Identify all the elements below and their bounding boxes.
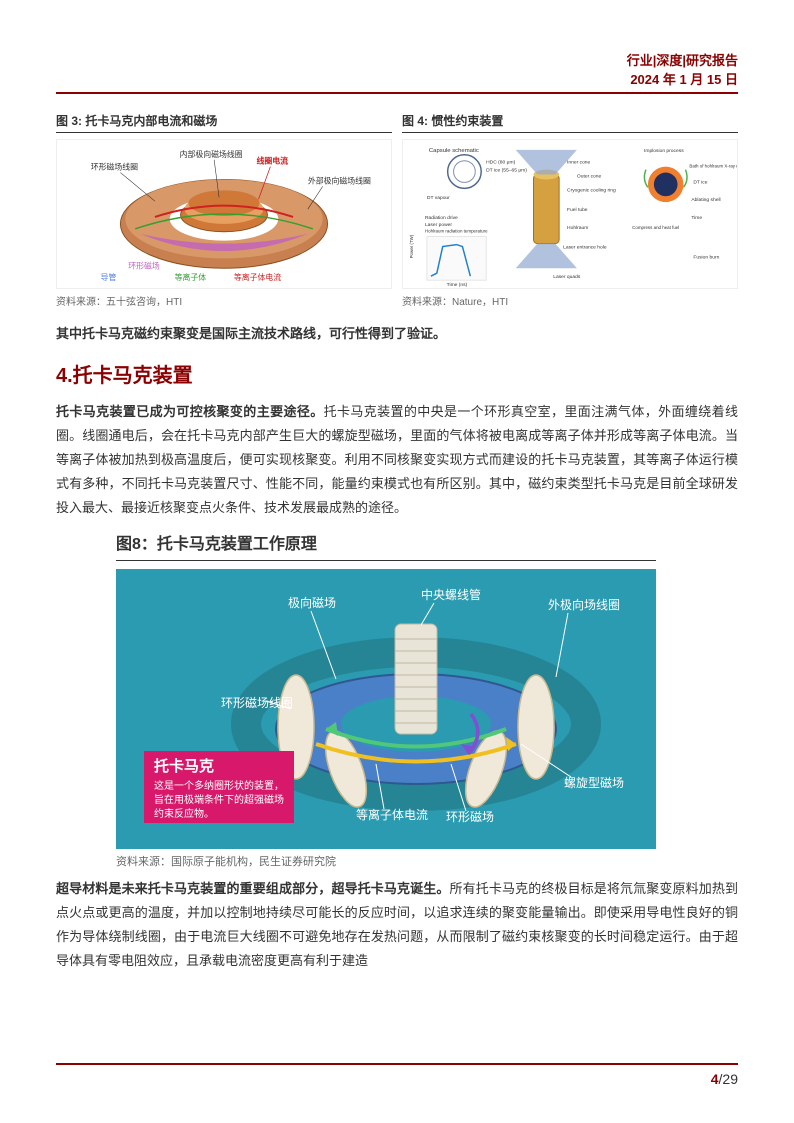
svg-text:螺旋型磁场: 螺旋型磁场 (564, 775, 624, 790)
bold-statement: 其中托卡马克磁约束聚变是国际主流技术路线，可行性得到了验证。 (56, 324, 738, 345)
svg-text:线圈电流: 线圈电流 (257, 156, 289, 166)
svg-text:外极向场线圈: 外极向场线圈 (548, 597, 620, 612)
svg-text:等离子体: 等离子体 (175, 272, 207, 282)
figure-4-image: Capsule schematic HDC (80 μm) DT ice (55… (402, 139, 738, 289)
figure-4-source: 资料来源：Nature，HTI (402, 293, 738, 308)
figure-8-image: 极向磁场 中央螺线管 外极向场线圈 环形磁场线圈 等离子体电流 环形磁场 螺旋型… (116, 569, 656, 849)
figure-row-top: 图 3: 托卡马克内部电流和磁场 环形磁场线圈 内部极向 (56, 112, 738, 308)
svg-text:等离子体电流: 等离子体电流 (234, 272, 281, 282)
svg-text:Laser entrance hole: Laser entrance hole (563, 245, 607, 251)
svg-text:Inner cone: Inner cone (567, 160, 591, 166)
header-divider (56, 92, 738, 94)
svg-text:Laser power: Laser power (425, 222, 452, 228)
para1-rest: 托卡马克装置的中央是一个环形真空室，里面注满气体，外面缠绕着线圈。线圈通电后，会… (56, 404, 738, 515)
figure-3-image: 环形磁场线圈 内部极向磁场线圈 线圈电流 外部极向磁场线圈 导管 等离子体 环形… (56, 139, 392, 289)
svg-text:DT ice: DT ice (693, 179, 707, 185)
svg-text:Fusion burn: Fusion burn (693, 254, 719, 260)
svg-text:Laser quads: Laser quads (553, 274, 581, 280)
svg-text:Outer cone: Outer cone (577, 173, 602, 179)
svg-text:Radiation drive: Radiation drive (425, 215, 458, 221)
svg-text:DT ice (55–65 μm): DT ice (55–65 μm) (486, 168, 527, 174)
svg-text:环形磁场线圈: 环形磁场线圈 (221, 695, 293, 710)
paragraph-2: 超导材料是未来托卡马克装置的重要组成部分，超导托卡马克诞生。所有托卡马克的终极目… (56, 877, 738, 973)
para1-lead: 托卡马克装置已成为可控核聚变的主要途径。 (56, 404, 324, 419)
svg-text:Hohlraum radiation temperature: Hohlraum radiation temperature (425, 229, 488, 234)
figure-8: 图8：托卡马克装置工作原理 (116, 530, 656, 869)
svg-text:内部极向磁场线圈: 内部极向磁场线圈 (180, 149, 243, 159)
svg-text:Capsule schematic: Capsule schematic (429, 148, 479, 154)
svg-text:Time: Time (691, 215, 702, 221)
svg-text:HDC (80 μm): HDC (80 μm) (486, 160, 515, 166)
svg-text:Bath of hohlraum X-ray radiati: Bath of hohlraum X-ray radiation (689, 164, 737, 169)
header-category: 行业|深度|研究报告 (56, 50, 738, 69)
svg-text:DT vapour: DT vapour (427, 195, 450, 201)
page-current: 4 (711, 1071, 719, 1087)
svg-text:Implosion process: Implosion process (644, 148, 684, 154)
svg-text:环形磁场线圈: 环形磁场线圈 (91, 162, 138, 172)
paragraph-1: 托卡马克装置已成为可控核聚变的主要途径。托卡马克装置的中央是一个环形真空室，里面… (56, 400, 738, 520)
svg-text:旨在用极端条件下的超强磁场: 旨在用极端条件下的超强磁场 (154, 793, 284, 806)
svg-text:导管: 导管 (101, 272, 117, 282)
footer-divider (56, 1063, 738, 1065)
svg-text:Compress and heat fuel: Compress and heat fuel (632, 225, 679, 230)
page-footer: 4/29 (56, 1063, 738, 1087)
svg-text:Fuel tube: Fuel tube (567, 207, 588, 213)
svg-text:约束反应物。: 约束反应物。 (154, 807, 214, 820)
figure-3-source: 资料来源：五十弦咨询，HTI (56, 293, 392, 308)
svg-text:极向磁场: 极向磁场 (288, 595, 336, 610)
svg-text:这是一个多纳圈形状的装置，: 这是一个多纳圈形状的装置， (154, 779, 284, 792)
svg-text:托卡马克: 托卡马克 (154, 757, 214, 775)
figure-4: 图 4: 惯性约束装置 Capsul (402, 112, 738, 308)
figure-4-title: 图 4: 惯性约束装置 (402, 112, 738, 133)
figure-8-source: 资料来源：国际原子能机构，民生证券研究院 (116, 853, 656, 869)
header-date: 2024 年 1 月 15 日 (56, 69, 738, 88)
para2-lead: 超导材料是未来托卡马克装置的重要组成部分，超导托卡马克诞生。 (56, 881, 450, 896)
svg-text:Cryogenic cooling ring: Cryogenic cooling ring (567, 187, 616, 193)
svg-text:Power (TW): Power (TW) (409, 234, 414, 258)
svg-text:Ablating shell: Ablating shell (691, 197, 720, 203)
svg-text:环形磁场: 环形磁场 (446, 809, 494, 824)
page-total: 29 (722, 1071, 738, 1087)
svg-text:中央螺线管: 中央螺线管 (421, 587, 481, 602)
svg-text:环形磁场: 环形磁场 (128, 260, 160, 270)
figure-3: 图 3: 托卡马克内部电流和磁场 环形磁场线圈 内部极向 (56, 112, 392, 308)
svg-text:等离子体电流: 等离子体电流 (356, 807, 428, 822)
page-number: 4/29 (56, 1071, 738, 1087)
svg-text:外部极向磁场线圈: 外部极向磁场线圈 (308, 175, 371, 185)
svg-text:Hohlraum: Hohlraum (567, 225, 588, 231)
page-header: 行业|深度|研究报告 2024 年 1 月 15 日 (56, 50, 738, 88)
figure-3-title: 图 3: 托卡马克内部电流和磁场 (56, 112, 392, 133)
section-4-title: 4.托卡马克装置 (56, 359, 738, 388)
svg-text:Time (ns): Time (ns) (447, 282, 468, 288)
figure-8-title: 图8：托卡马克装置工作原理 (116, 530, 656, 561)
